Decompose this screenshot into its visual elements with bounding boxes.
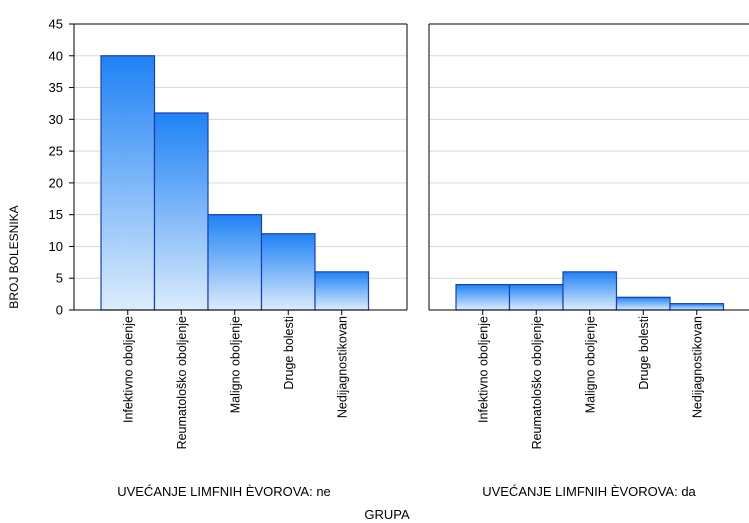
- x-tick-label: Infektivno oboljenje: [121, 316, 135, 423]
- y-tick-label: 20: [49, 175, 63, 190]
- panel-label-right: UVEĆANJE LIMFNIH ÈVOROVA: da: [482, 484, 696, 499]
- x-tick-label: Druge bolesti: [637, 316, 651, 390]
- x-tick-label: Infektivno oboljenje: [476, 316, 490, 423]
- y-tick-label: 40: [49, 48, 63, 63]
- panel-label-left: UVEĆANJE LIMFNIH ÈVOROVA: ne: [117, 484, 331, 499]
- y-tick-label: 45: [49, 17, 63, 32]
- x-tick-label: Reumatološko oboljenje: [530, 316, 544, 449]
- x-tick-label: Druge bolesti: [282, 316, 296, 390]
- y-axis-ticks: 0 5 10 15 20 25 30 35 40 45: [49, 17, 74, 318]
- y-tick-label: 25: [49, 144, 63, 159]
- y-tick-label: 0: [56, 303, 63, 318]
- x-axis-title: GRUPA: [364, 507, 410, 522]
- y-tick-label: 35: [49, 80, 63, 95]
- bar: [314, 271, 370, 311]
- x-tick-label: Nedijagnostikovan: [335, 316, 349, 418]
- bar: [669, 303, 725, 311]
- bar: [207, 214, 263, 311]
- y-tick-label: 15: [49, 207, 63, 222]
- bar: [153, 112, 209, 311]
- x-tick-label: Maligno oboljenje: [583, 316, 597, 413]
- y-axis-title: BROJ BOLESNIKA: [7, 205, 21, 308]
- bar: [615, 296, 671, 311]
- y-tick-label: 30: [49, 112, 63, 127]
- y-tick-label: 10: [49, 239, 63, 254]
- panel-right: Infektivno oboljenje Reumatološko oboljen…: [428, 23, 749, 499]
- x-tick-label: Nedijagnostikovan: [690, 316, 704, 418]
- bar: [100, 55, 156, 311]
- x-tick-label: Maligno oboljenje: [228, 316, 242, 413]
- bar: [455, 283, 511, 311]
- panel-left: Infektivno oboljenje Reumatološko oboljen…: [73, 23, 408, 499]
- bar: [562, 271, 618, 311]
- bar: [508, 283, 564, 311]
- y-tick-label: 5: [56, 271, 63, 286]
- bar: [260, 233, 316, 311]
- x-tick-label: Reumatološko oboljenje: [175, 316, 189, 449]
